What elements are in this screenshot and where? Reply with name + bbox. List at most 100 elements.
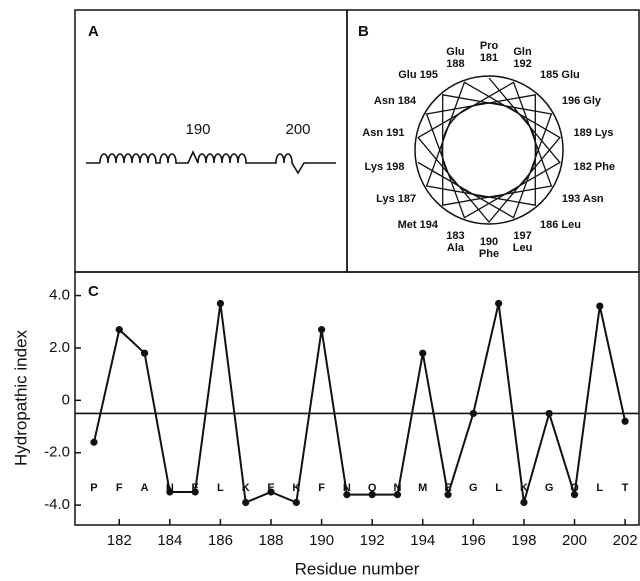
data-point [570,491,579,499]
residue-letter: E [191,482,198,494]
residue-letter: G [545,482,554,494]
residue-letter: F [116,482,123,494]
residue-letter: K [242,482,250,494]
residue-label: 188 [446,58,464,70]
panel-a-frame [74,9,348,273]
data-point [444,491,452,499]
panel-label: A [88,23,99,40]
residue-part: 186 [540,219,558,231]
data-point [621,417,629,425]
residue-label: Lys 187 [376,193,416,205]
residue-letter: T [622,482,629,494]
helix-diagram [86,150,336,175]
residue-part: 182 [574,161,592,173]
residue-part: 193 [562,193,580,205]
residue-part: 189 [574,127,592,139]
data-point [368,491,376,499]
x-tick-label: 190 [309,532,334,549]
residue-letter: E [267,482,274,494]
residue-part: 194 [420,219,439,231]
residue-letter: Q [570,482,579,494]
residue-letter: L [217,482,224,494]
x-tick-label: 198 [511,532,536,549]
data-point [140,349,149,357]
x-tick-label: 202 [613,532,638,549]
residue-label: Lys 198 [365,161,405,173]
data-point [242,498,250,507]
x-tick-label: 182 [107,532,132,549]
residue-label: 193 Asn [562,193,604,205]
y-axis-label: Hydropathic index [11,329,30,466]
data-point [393,491,402,499]
residue-label: 190 [480,236,498,248]
residue-letter: K [292,482,300,494]
residue-part: 198 [386,161,404,173]
residue-part: Met [398,219,417,231]
residue-part: Asn [374,95,395,107]
residue-label: 181 [480,52,498,64]
residue-part: Leu [561,219,581,231]
x-tick-label: 188 [258,532,283,549]
x-tick-label: 194 [410,532,435,549]
y-tick-label: 0 [62,391,70,408]
panel-label: B [358,23,369,40]
data-point [267,488,275,496]
wheel-circle [414,75,564,225]
residue-label: 196 Gly [562,95,602,107]
y-tick-label: 4.0 [49,287,70,304]
x-tick-label: 196 [461,532,486,549]
residue-part: 187 [398,193,416,205]
data-point [495,299,503,308]
data-line [93,303,627,504]
x-axis-label: Residue number [295,559,420,578]
residue-part: Glu [561,69,579,81]
residue-letter: K [520,482,528,494]
data-point [343,491,351,499]
data-point [545,409,553,418]
residue-letter: L [596,482,603,494]
residue-label: 197 [513,230,531,242]
data-point [469,409,477,418]
residue-label: Met 194 [398,219,439,231]
residue-letter: N [393,482,401,494]
residue-label: Phe [479,248,499,260]
residue-letter: G [469,482,478,494]
x-tick-label: 186 [208,532,233,549]
residue-marker: 190 [185,121,210,138]
x-tick-label: 184 [157,532,182,549]
residue-letter: L [495,482,502,494]
residue-label: 189 Lys [574,127,614,139]
residue-marker: 200 [285,121,310,138]
residue-part: Lys [376,193,395,205]
panel-label: C [88,283,99,300]
residue-label: Glu 195 [398,69,438,81]
residue-letter: P [90,482,97,494]
residue-letter: E [444,482,451,494]
wheel-chords [417,77,561,224]
residue-part: Gly [583,95,602,107]
residue-label: 192 [513,58,531,70]
x-tick-label: 192 [360,532,385,549]
residue-label: Asn 191 [362,127,404,139]
residue-label: 182 Phe [574,161,616,173]
residue-part: Lys [365,161,384,173]
residue-letter: N [343,482,351,494]
y-tick-label: -2.0 [44,444,70,461]
residue-part: Phe [595,161,615,173]
residue-letter: Q [368,482,377,494]
data-point [596,302,604,310]
residue-label: 183 [446,230,464,242]
residue-label: Asn 184 [374,95,417,107]
residue-letter: N [166,482,174,494]
residue-letter: M [418,482,427,494]
x-tick-label: 200 [562,532,587,549]
data-point [115,326,123,334]
residue-label: Pro [480,40,499,52]
residue-part: 195 [420,69,438,81]
data-point [166,488,174,496]
residue-part: Asn [583,193,604,205]
residue-label: 185 Glu [540,69,580,81]
residue-part: 184 [398,95,417,107]
residue-letter: F [318,482,325,494]
